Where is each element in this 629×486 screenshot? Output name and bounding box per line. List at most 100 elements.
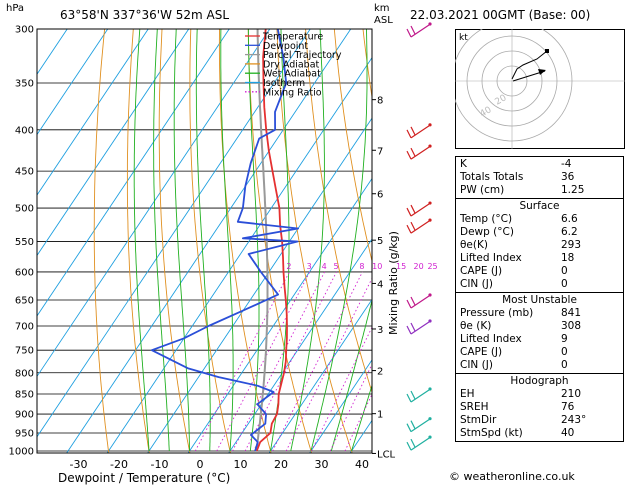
table-row: StmSpd (kt) 40 <box>460 427 619 440</box>
temperature-tick-label: 40 <box>355 458 369 471</box>
indices-table: K -4 Totals Totals 36 PW (cm) 1.25 Surface Te… <box>455 156 624 442</box>
wet-adiabat <box>310 29 368 452</box>
wind-barb <box>406 319 432 335</box>
pressure-tick-label: 550 <box>15 237 34 248</box>
mixing-ratio-line <box>272 271 363 452</box>
table-value: -4 <box>561 158 572 170</box>
pressure-tick-label: 1000 <box>9 447 34 458</box>
isotherm <box>37 29 149 196</box>
location-title: 63°58'N 337°36'W 52m ASL <box>60 8 230 22</box>
wind-barb <box>406 293 432 309</box>
mixing-ratio-label: 10 <box>372 262 382 271</box>
table-value: 1.25 <box>561 184 585 196</box>
pressure-tick-label: 400 <box>15 125 34 136</box>
table-key: Lifted Index <box>460 252 522 264</box>
table-row: CAPE (J) 0 <box>460 346 619 359</box>
table-key: Totals Totals <box>460 171 524 183</box>
table-value: 0 <box>561 278 568 290</box>
km-tick-label: 5 <box>377 236 383 247</box>
dry-adiabat <box>247 29 313 453</box>
table-value: 40 <box>561 427 575 439</box>
km-tick-label: 2 <box>377 367 383 378</box>
mixing-ratio-label: 2 <box>286 262 291 271</box>
wet-adiabat <box>351 383 372 452</box>
pressure-tick-label: 300 <box>15 25 34 36</box>
table-row: StmDir 243° <box>460 414 619 427</box>
table-row: CAPE (J) 0 <box>460 265 619 278</box>
table-value: 18 <box>561 252 575 264</box>
temperature-tick-label: -10 <box>151 458 169 471</box>
table-row: θe (K) 308 <box>460 320 619 333</box>
wet-adiabat <box>173 29 190 451</box>
pressure-tick-label: 350 <box>15 79 34 90</box>
table-value: 9 <box>561 333 568 345</box>
mixing-ratio-line <box>194 271 290 452</box>
table-row: Lifted Index 18 <box>460 252 619 265</box>
table-value: 6.2 <box>561 226 578 238</box>
legend-item: Mixing Ratio <box>245 87 322 98</box>
legend-label: Dry Adiabat <box>263 59 320 70</box>
copyright: © weatheronline.co.uk <box>449 470 575 483</box>
table-value: 0 <box>561 359 568 371</box>
table-key: Lifted Index <box>460 333 522 345</box>
dry-adiabat <box>126 29 150 453</box>
wind-barb <box>406 123 432 139</box>
table-row: CIN (J) 0 <box>460 359 619 372</box>
table-key: EH <box>460 388 475 400</box>
wind-barb <box>406 218 432 234</box>
mixing-ratio-label: 4 <box>322 262 327 271</box>
wind-barb <box>406 387 432 403</box>
table-key: StmDir <box>460 414 497 426</box>
datetime-title: 22.03.2021 00GMT (Base: 00) <box>410 8 591 22</box>
hodograph-trace <box>511 50 548 80</box>
legend-label: Dewpoint <box>263 41 308 52</box>
wet-adiabat <box>220 29 234 452</box>
legend-item: Isotherm <box>245 78 305 89</box>
hodograph: kt 20 40 <box>455 29 625 149</box>
table-key: Dewp (°C) <box>460 226 514 238</box>
km-tick-label: 8 <box>377 96 383 107</box>
legend-item: Wet Adiabat <box>245 69 321 80</box>
asl-label: ASL <box>374 15 393 26</box>
most-unstable-title: Most Unstable <box>502 294 577 306</box>
table-value: 76 <box>561 401 575 413</box>
legend-item: Temperature <box>245 32 323 43</box>
table-value: 210 <box>561 388 582 400</box>
mixing-ratio-label: 3 <box>307 262 312 271</box>
legend-item: Parcel Trajectory <box>245 50 342 61</box>
legend-label: Wet Adiabat <box>263 69 321 80</box>
legend-item: Dewpoint <box>245 41 308 52</box>
wind-barb <box>406 22 432 38</box>
dry-adiabat <box>158 29 191 453</box>
table-value: 6.6 <box>561 213 578 225</box>
table-key: Pressure (mb) <box>460 307 534 319</box>
hpa-label: hPa <box>6 3 25 14</box>
temperature-tick-label: 0 <box>197 458 204 471</box>
table-key: CAPE (J) <box>460 265 503 277</box>
wet-adiabat <box>247 29 260 452</box>
hodograph-unit-label: kt <box>459 33 468 43</box>
wet-adiabat <box>133 29 150 452</box>
mixing-ratio-line <box>329 363 372 452</box>
table-value: 243° <box>561 414 587 426</box>
table-row: K -4 <box>460 158 619 171</box>
table-key: StmSpd (kt) <box>460 427 523 439</box>
temperature-tick-label: 30 <box>315 458 329 471</box>
mixing-ratio-label: 25 <box>427 262 437 271</box>
table-key: K <box>460 158 467 170</box>
temperature-tick-label: 10 <box>234 458 248 471</box>
isotherm <box>37 29 230 317</box>
pressure-tick-label: 900 <box>15 410 34 421</box>
km-tick-label: 1 <box>377 410 383 421</box>
km-tick-label: 6 <box>377 190 383 201</box>
dewpoint-line <box>150 29 300 452</box>
table-value: 841 <box>561 307 582 319</box>
pressure-tick-label: 700 <box>15 321 34 332</box>
legend-label: Parcel Trajectory <box>263 50 342 61</box>
table-row: PW (cm) 1.25 <box>460 184 619 197</box>
mixing-ratio-line <box>344 393 372 452</box>
mixing-ratio-label: 8 <box>359 262 364 271</box>
table-row: Dewp (°C) 6.2 <box>460 226 619 239</box>
isotherm <box>268 298 372 453</box>
